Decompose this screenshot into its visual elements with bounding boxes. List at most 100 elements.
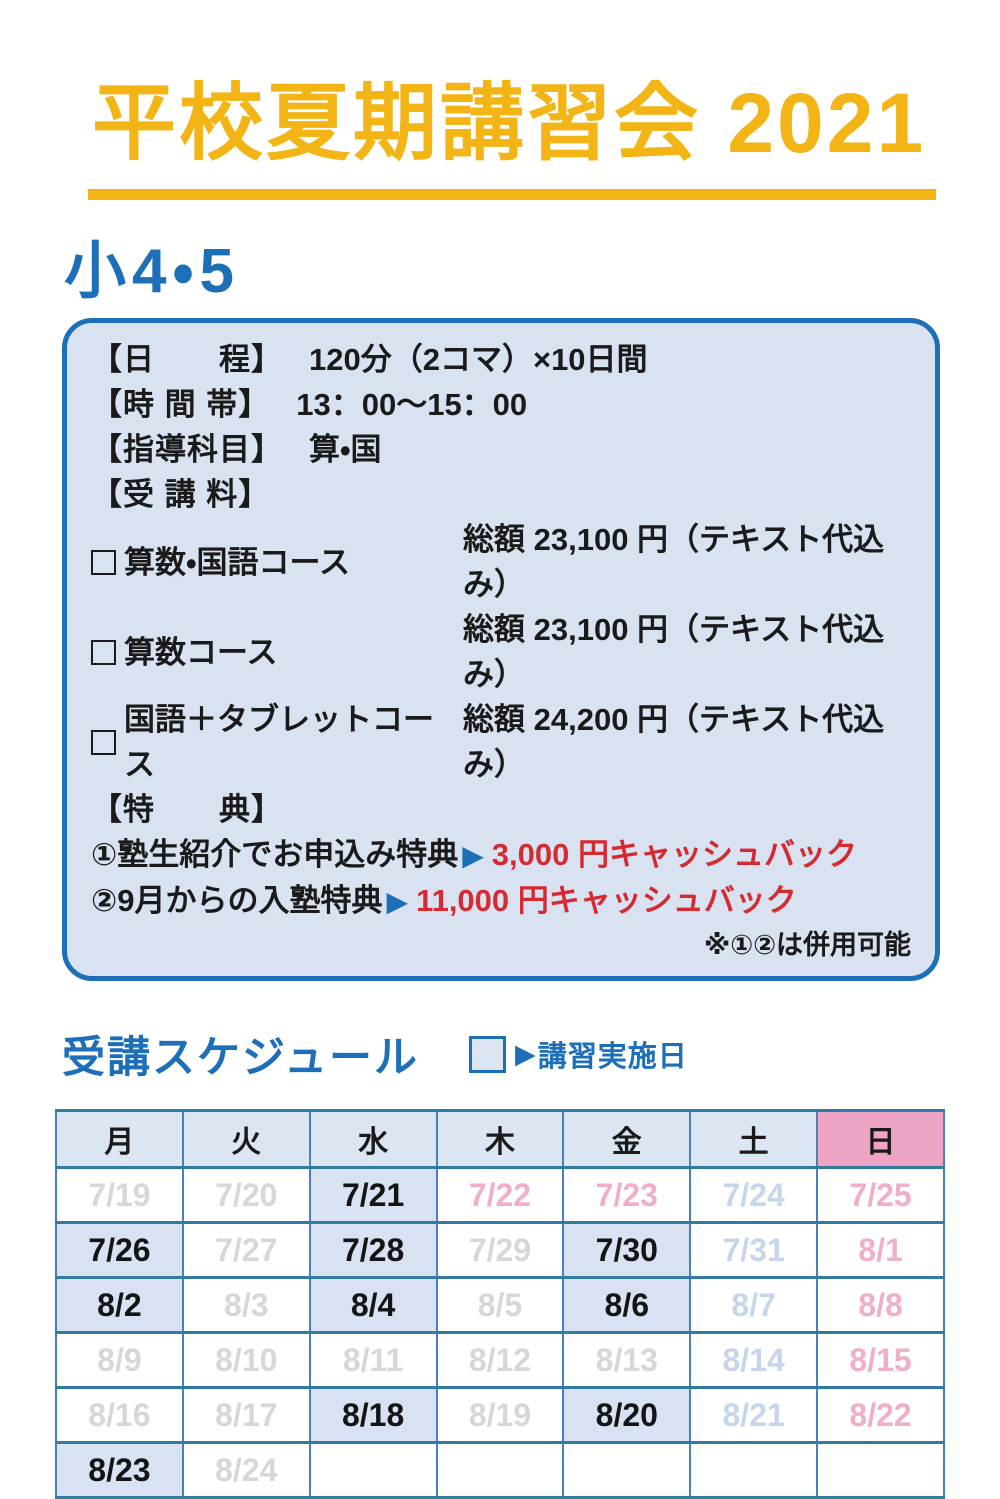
course-name-text: 国語＋タブレットコース bbox=[124, 702, 434, 782]
benefit-text: ①塾生紹介でお申込み特典 bbox=[91, 837, 459, 872]
info-row-label: 【日 程】 bbox=[91, 342, 283, 377]
course-name-text: 算数コース bbox=[124, 634, 278, 670]
flyer-title: 平校夏期講習会 2021 bbox=[88, 56, 937, 200]
course-row: 算数コース 総額 23,100 円（テキスト代込み） bbox=[91, 607, 911, 697]
benefit-highlight: 3,000 円キャッシュバック bbox=[491, 837, 857, 872]
checkbox-icon bbox=[91, 639, 116, 665]
calendar-cell: 7/28 bbox=[308, 1221, 438, 1279]
calendar-header-row: 月火水木金土日 bbox=[55, 1109, 945, 1169]
calendar-weekday-header: 水 bbox=[308, 1109, 438, 1169]
class-day-swatch-icon bbox=[469, 1035, 506, 1073]
calendar-row: 8/9 8/10 8/11 8/12 8/13 8/14 8/15 bbox=[55, 1331, 945, 1389]
calendar-cell: 8/5 bbox=[435, 1276, 565, 1334]
calendar-cell bbox=[308, 1441, 438, 1499]
calendar-row: 8/23 8/24 bbox=[55, 1441, 945, 1499]
calendar-weekday-header: 金 bbox=[562, 1109, 692, 1169]
calendar-cell: 8/6 bbox=[562, 1276, 692, 1334]
info-row: 【受 講 料】 bbox=[91, 472, 911, 517]
info-row: 【時 間 帯】 13：00～15：00 bbox=[91, 382, 911, 427]
calendar-cell: 7/22 bbox=[435, 1166, 565, 1224]
calendar-cell: 8/22 bbox=[816, 1386, 945, 1444]
benefit-row: ②9月からの入塾特典 ▶ 11,000 円キャッシュバック bbox=[91, 878, 911, 924]
info-row-label: 【時 間 帯】 bbox=[91, 387, 271, 422]
info-row-value: 13：00～15：00 bbox=[296, 387, 528, 422]
calendar-cell: 7/27 bbox=[181, 1221, 311, 1279]
calendar-cell: 8/7 bbox=[689, 1276, 819, 1334]
calendar-cell bbox=[435, 1441, 565, 1499]
course-name-text: 算数・国語コース bbox=[124, 544, 350, 580]
arrow-right-icon: ▶ bbox=[515, 1038, 536, 1069]
combine-note: ※①②は併用可能 bbox=[704, 930, 911, 960]
checkbox-icon bbox=[91, 729, 116, 755]
calendar-cell: 7/24 bbox=[689, 1166, 819, 1224]
schedule-header: 受講スケジュール ▶ 講習実施日 bbox=[62, 1023, 1000, 1085]
calendar-weekday-header: 月 bbox=[55, 1109, 184, 1169]
benefit-text: ②9月からの入塾特典 bbox=[91, 883, 383, 918]
calendar-cell: 8/3 bbox=[181, 1276, 311, 1334]
calendar-cell: 8/13 bbox=[562, 1331, 692, 1389]
benefit-row: ①塾生紹介でお申込み特典 ▶ 3,000 円キャッシュバック bbox=[91, 832, 911, 878]
calendar-cell: 8/23 bbox=[55, 1441, 184, 1499]
course-name: 算数・国語コース bbox=[91, 540, 463, 585]
arrow-right-icon: ▶ bbox=[462, 840, 484, 871]
calendar-cell bbox=[689, 1441, 819, 1499]
calendar-weekday-header: 木 bbox=[435, 1109, 565, 1169]
calendar-weekday-header: 火 bbox=[181, 1109, 311, 1169]
grade-heading: 小4・5 bbox=[64, 237, 241, 306]
course-price: 総額 23,100 円（テキスト代込み） bbox=[463, 522, 885, 602]
course-name: 算数コース bbox=[91, 630, 463, 675]
info-row: 【日 程】 120分（2コマ）×10日間 bbox=[91, 337, 911, 382]
schedule-legend: ▶ 講習実施日 bbox=[469, 1033, 688, 1075]
calendar-cell: 8/12 bbox=[435, 1331, 565, 1389]
title-section: 平校夏期講習会 2021 bbox=[88, 56, 1000, 200]
info-row-label: 【受 講 料】 bbox=[91, 477, 271, 512]
calendar-cell: 7/25 bbox=[816, 1166, 945, 1224]
calendar-cell: 8/2 bbox=[55, 1276, 184, 1334]
info-row-label: 【指導科目】 bbox=[91, 432, 283, 467]
calendar-cell: 8/18 bbox=[308, 1386, 438, 1444]
schedule-calendar: 月火水木金土日 7/19 7/20 7/21 7/22 7/23 7/24 7/25 7/26… bbox=[55, 1109, 945, 1499]
course-price: 総額 23,100 円（テキスト代込み） bbox=[463, 612, 885, 692]
info-row-value: 算・国 bbox=[309, 432, 382, 467]
calendar-row: 7/19 7/20 7/21 7/22 7/23 7/24 7/25 bbox=[55, 1166, 945, 1224]
calendar-weekday-header: 日 bbox=[816, 1109, 945, 1169]
calendar-cell: 8/16 bbox=[55, 1386, 184, 1444]
calendar-cell: 8/4 bbox=[308, 1276, 438, 1334]
calendar-weekday-header: 土 bbox=[689, 1109, 819, 1169]
benefit-highlight: 11,000 円キャッシュバック bbox=[416, 883, 797, 918]
calendar-cell: 8/15 bbox=[816, 1331, 945, 1389]
course-row: 国語＋タブレットコース 総額 24,200 円（テキスト代込み） bbox=[91, 697, 911, 787]
course-name: 国語＋タブレットコース bbox=[91, 697, 463, 787]
calendar-cell bbox=[816, 1441, 945, 1499]
benefits-heading-row: 【特 典】 bbox=[91, 787, 911, 832]
calendar-cell: 7/30 bbox=[562, 1221, 692, 1279]
arrow-right-icon: ▶ bbox=[386, 886, 409, 917]
calendar-cell: 7/26 bbox=[55, 1221, 184, 1279]
legend-label: 講習実施日 bbox=[537, 1041, 688, 1073]
benefits-heading-label: 【特 典】 bbox=[91, 792, 283, 827]
course-price: 総額 24,200 円（テキスト代込み） bbox=[463, 702, 885, 782]
calendar-cell: 8/19 bbox=[435, 1386, 565, 1444]
checkbox-icon bbox=[91, 549, 116, 575]
calendar-cell: 8/21 bbox=[689, 1386, 819, 1444]
calendar-body: 7/19 7/20 7/21 7/22 7/23 7/24 7/25 7/26 7/27 7/28… bbox=[55, 1166, 945, 1499]
calendar-cell: 8/1 bbox=[816, 1221, 945, 1279]
info-row: 【指導科目】 算・国 bbox=[91, 427, 911, 472]
course-list: 算数・国語コース 総額 23,100 円（テキスト代込み） 算数コース 総額 23,1… bbox=[91, 517, 911, 787]
calendar-cell: 7/20 bbox=[181, 1166, 311, 1224]
calendar-row: 8/16 8/17 8/18 8/19 8/20 8/21 8/22 bbox=[55, 1386, 945, 1444]
calendar-cell: 7/29 bbox=[435, 1221, 565, 1279]
calendar-row: 7/26 7/27 7/28 7/29 7/30 7/31 8/1 bbox=[55, 1221, 945, 1279]
calendar-cell: 8/20 bbox=[562, 1386, 692, 1444]
calendar-cell: 7/19 bbox=[55, 1166, 184, 1224]
calendar-cell: 8/14 bbox=[689, 1331, 819, 1389]
calendar-cell: 7/21 bbox=[308, 1166, 438, 1224]
calendar-cell: 8/17 bbox=[181, 1386, 311, 1444]
course-row: 算数・国語コース 総額 23,100 円（テキスト代込み） bbox=[91, 517, 911, 607]
benefit-list: ①塾生紹介でお申込み特典 ▶ 3,000 円キャッシュバック ②9月からの入塾特典 ▶ 1… bbox=[91, 832, 911, 924]
calendar-cell: 8/11 bbox=[308, 1331, 438, 1389]
calendar-cell: 8/10 bbox=[181, 1331, 311, 1389]
info-row-value: 120分（2コマ）×10日間 bbox=[309, 342, 648, 377]
calendar-cell: 7/23 bbox=[562, 1166, 692, 1224]
calendar-cell: 8/8 bbox=[816, 1276, 945, 1334]
